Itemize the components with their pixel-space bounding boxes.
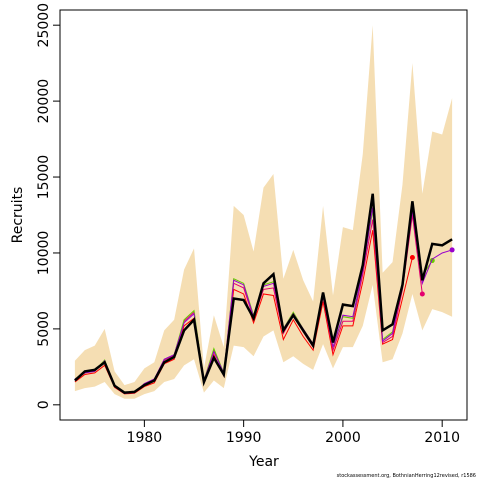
x-tick-label: 1980 (127, 430, 163, 446)
x-tick-label: 1990 (226, 430, 262, 446)
y-tick-label: 15000 (36, 155, 52, 200)
y-tick-label: 0 (36, 400, 52, 409)
x-tick-label: 2010 (424, 430, 460, 446)
series-line (74, 193, 453, 394)
end-point (449, 247, 455, 253)
end-point (409, 255, 415, 261)
end-point (419, 291, 425, 297)
series-line (74, 230, 413, 395)
y-tick-label: 5000 (36, 311, 52, 347)
y-axis-label: Recruits (10, 187, 26, 244)
x-axis-label: Year (248, 454, 279, 470)
source-note: stockassessment.org, BothnianHerring12re… (337, 473, 476, 479)
confidence-band (74, 25, 453, 399)
y-tick-label: 10000 (36, 231, 52, 276)
y-tick-label: 25000 (36, 3, 52, 48)
plot-frame (59, 9, 468, 421)
x-tick-label: 2000 (325, 430, 361, 446)
y-tick-label: 20000 (36, 79, 52, 124)
